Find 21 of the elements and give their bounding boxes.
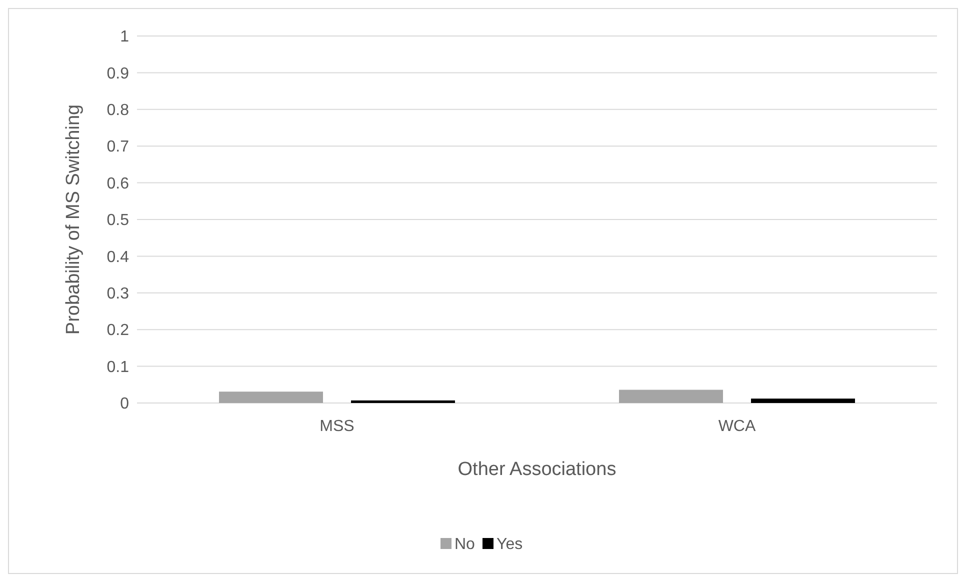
y-tick-label: 0	[120, 396, 130, 413]
y-tick-label: 0.1	[106, 358, 130, 376]
y-tick-label: 0.9	[106, 65, 130, 82]
y-tick-label: 0.4	[106, 248, 130, 266]
y-tick-label: 0.7	[106, 138, 130, 156]
x-axis-title: Other Associations	[458, 459, 616, 480]
y-tick-label: 0.8	[106, 102, 130, 119]
y-tick-label: 0.3	[106, 286, 130, 302]
bar	[751, 398, 855, 403]
y-tick-label: 0.5	[106, 212, 130, 230]
bar	[219, 392, 323, 403]
legend-label: No	[454, 536, 476, 553]
y-axis-title: Probability of MS Switching	[63, 104, 84, 335]
y-tick-label: 1	[120, 28, 130, 46]
x-tick-label: MSS	[320, 418, 354, 435]
bar	[351, 400, 455, 403]
y-tick-label: 0.6	[106, 175, 130, 192]
legend-label: Yes	[496, 536, 523, 553]
x-tick-label: WCA	[718, 418, 756, 435]
y-tick-label: 0.2	[106, 322, 130, 340]
bar	[619, 390, 723, 403]
